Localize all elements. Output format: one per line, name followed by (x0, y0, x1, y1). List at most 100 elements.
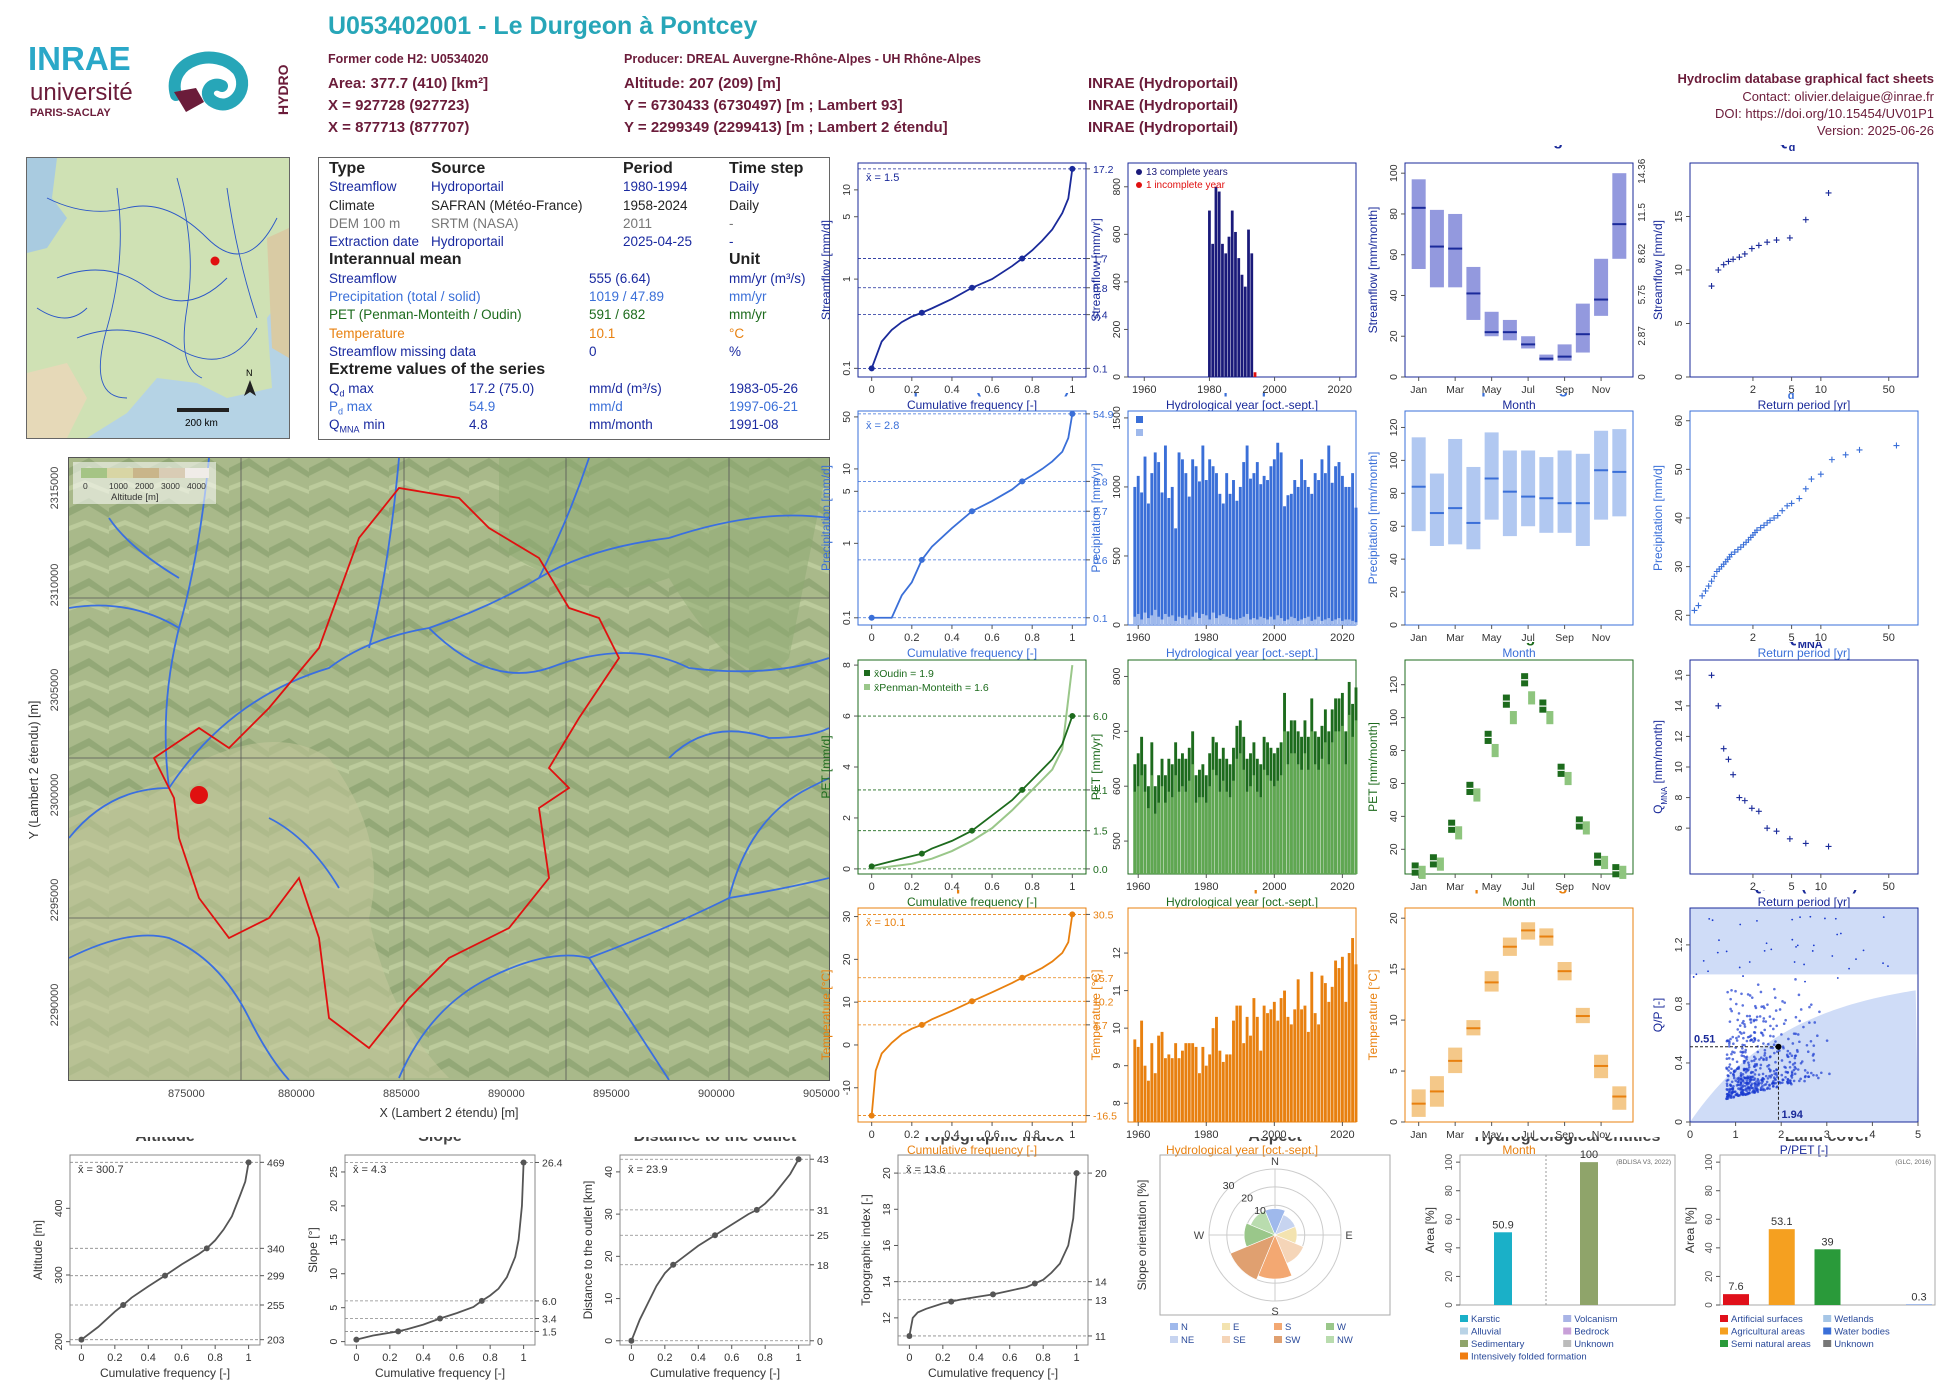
data-point (1746, 1040, 1749, 1043)
data-point (1752, 1075, 1755, 1078)
budyko-region (1690, 990, 1918, 1122)
right-tick-label: 299 (267, 1271, 285, 1283)
bar-penman-monteith (1229, 797, 1232, 874)
legend-swatch (1563, 1340, 1571, 1347)
x-axis-label: Cumulative frequency [-] (928, 1366, 1058, 1380)
data-point (1727, 1079, 1730, 1082)
data-point (1758, 1073, 1761, 1076)
data-point (1729, 1063, 1732, 1066)
data-point (1728, 1041, 1731, 1044)
bar-penman-monteith (1276, 781, 1279, 874)
legend-label: Bedrock (1574, 1327, 1609, 1338)
y-axis-label: Area [%] (1683, 1207, 1697, 1253)
legend-swatch (1460, 1328, 1468, 1335)
bar (1250, 253, 1253, 377)
data-point (1775, 1024, 1778, 1027)
data-point (1731, 1088, 1734, 1091)
y-tick-label: 0.8 (1673, 996, 1685, 1011)
data-point (1732, 1042, 1735, 1045)
source-label: (GLC, 2016) (1895, 1159, 1931, 1166)
bar-penman-monteith (1198, 797, 1201, 874)
quantile-point (246, 1159, 252, 1165)
bar-solid (1229, 618, 1232, 625)
bar (1283, 991, 1286, 1122)
data-point (1729, 998, 1732, 1001)
bar-total (1140, 492, 1143, 625)
quantile-point (628, 1338, 634, 1344)
bar-total (1341, 476, 1344, 625)
bar-solid (1266, 619, 1269, 625)
y-tick-label: 10 (1388, 1014, 1400, 1026)
bar (1144, 1066, 1147, 1122)
bar (1317, 1024, 1320, 1122)
data-point (1794, 1057, 1797, 1060)
data-point (1758, 1058, 1761, 1061)
bar-solid (1181, 618, 1184, 625)
mean-label: x̄ = 300.7 (78, 1164, 124, 1176)
data-point (1730, 1095, 1733, 1098)
data-point (1803, 1080, 1806, 1083)
y-tick-label: 1 (841, 540, 853, 546)
data-point (1734, 1079, 1737, 1082)
quantile-point (869, 863, 875, 869)
data-point (1736, 1077, 1739, 1080)
data-point (1750, 1071, 1753, 1074)
data-point (1754, 1026, 1757, 1029)
x-tick-label: 0.2 (657, 1352, 672, 1364)
quantile-point (1074, 1170, 1080, 1176)
point-x-label: 1.94 (1781, 1109, 1803, 1121)
y-axis-label: Temperature [°C] (1366, 970, 1380, 1061)
legend-label: Alluvial (1471, 1327, 1501, 1338)
y-tick-label: 40 (1388, 810, 1400, 822)
data-point (1740, 1072, 1743, 1075)
data-point (1729, 1008, 1732, 1011)
y-axis-label: Slope orientation [%] (1135, 1180, 1149, 1291)
bar-solid (1201, 614, 1204, 625)
data-point (1795, 1067, 1798, 1070)
series-line (872, 414, 1073, 618)
data-point (1812, 950, 1814, 952)
bar-total (1252, 473, 1255, 625)
data-point (1740, 1087, 1743, 1090)
data-point (1709, 578, 1715, 584)
box-penman-monteith (1546, 711, 1553, 724)
bar-penman-monteith (1144, 792, 1147, 874)
data-point (1786, 1081, 1789, 1084)
data-point (1744, 1025, 1747, 1028)
box (1466, 467, 1480, 549)
data-point (1739, 967, 1741, 969)
y-tick-label: 1.2 (1673, 937, 1685, 952)
database-title: Hydroclim database graphical fact sheets (1678, 71, 1934, 86)
data-point (1764, 825, 1770, 831)
bar-solid (1212, 613, 1215, 625)
bar-total (1198, 481, 1201, 625)
y-tick-label: 0.1 (841, 361, 853, 376)
bar (1341, 957, 1344, 1122)
bar-total (1283, 506, 1286, 625)
quantile-point (919, 851, 925, 857)
map-y-tick: 2315000 (49, 467, 61, 510)
data-point (1775, 1086, 1778, 1089)
legend-swatch (1222, 1323, 1230, 1330)
x-tick-label: 0.4 (969, 1352, 984, 1364)
legend-swatch (1563, 1315, 1571, 1322)
chart-title: Streamflow (929, 145, 1016, 149)
bar-value-label: 39 (1821, 1236, 1833, 1248)
bar-penman-monteith (1161, 786, 1164, 874)
data-point (1718, 939, 1720, 941)
y-tick-label: 30 (1673, 561, 1685, 573)
data-point (1789, 1052, 1792, 1055)
quantile-point (796, 1156, 802, 1162)
y-tick-label: 8 (841, 662, 853, 668)
data-point (1707, 970, 1709, 972)
box-penman-monteith (1528, 691, 1535, 704)
y-tick-label: 1 (841, 276, 853, 282)
bar-total (1297, 487, 1300, 625)
data-point (1806, 1044, 1809, 1047)
box (1485, 432, 1499, 519)
data-point (1789, 1061, 1792, 1064)
y-tick-label: 80 (1704, 1185, 1715, 1197)
y-tick-label: 5 (1673, 320, 1685, 326)
chart-title: QMNA (1785, 642, 1823, 651)
y-tick-label: 300 (53, 1266, 65, 1284)
